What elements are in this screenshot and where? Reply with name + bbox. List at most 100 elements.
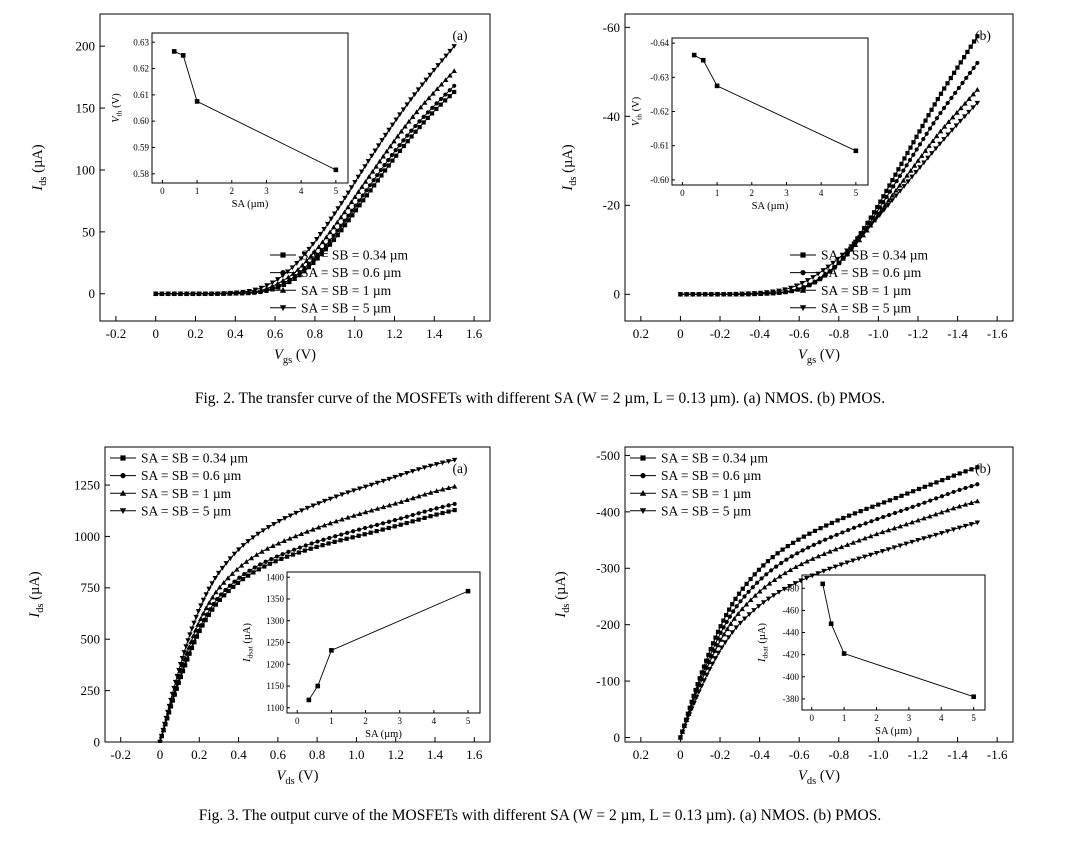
- fig2b-pmos-transfer-chart: 0.2 0 -0.2 -0.4 -0.6 -0.8 -1.0 -1.2 -1.4 -1.6 0 -20…: [560, 13, 1014, 366]
- svg-text:Vth (V): Vth (V): [111, 93, 124, 123]
- fig2a-nmos-transfer-panel: -0.2 0 0.2 0.4 0.6 0.8 1.0 1.2 1.4 1.6 0 50 100 150 20…: [0, 8, 540, 373]
- figure-2-caption: Fig. 2. The transfer curve of the MOSFET…: [194, 390, 886, 407]
- svg-text:500: 500: [81, 632, 101, 647]
- fig3a-nmos-output-panel: -0.2 0 0.2 0.4 0.6 0.8 1.0 1.2 1.4 1.6 0 250 500 750 1…: [0, 425, 540, 790]
- svg-text:-0.64: -0.64: [650, 38, 669, 48]
- svg-text:-1.0: -1.0: [868, 326, 889, 341]
- svg-text:-0.6: -0.6: [789, 326, 810, 341]
- svg-text:0: 0: [614, 287, 621, 302]
- svg-text:Vgs (V): Vgs (V): [274, 347, 316, 366]
- svg-text:0: 0: [157, 747, 164, 762]
- svg-text:2: 2: [363, 716, 368, 726]
- legend: SA = SB = 0.34 µm SA = SB = 0.6 µm SA = SB…: [790, 248, 929, 315]
- svg-text:5: 5: [971, 713, 976, 723]
- series-group: [677, 465, 981, 741]
- svg-text:3: 3: [264, 186, 269, 196]
- svg-text:5: 5: [854, 188, 859, 198]
- svg-text:SA = SB = 0.6 µm: SA = SB = 0.6 µm: [821, 265, 922, 280]
- svg-text:0: 0: [160, 186, 165, 196]
- svg-text:1.6: 1.6: [466, 747, 483, 762]
- fig2b-pmos-transfer-panel: 0.2 0 -0.2 -0.4 -0.6 -0.8 -1.0 -1.2 -1.4 -1.6 0 -20…: [540, 8, 1080, 373]
- svg-text:1200: 1200: [266, 659, 285, 669]
- svg-text:-60: -60: [603, 20, 620, 35]
- axes-group: 0 1 2 3 4 5 -380 -400 -420 -440 -460 -480 SA (µm) Ids…: [757, 574, 986, 737]
- svg-text:SA = SB = 0.6 µm: SA = SB = 0.6 µm: [141, 468, 242, 483]
- svg-text:0.2: 0.2: [633, 326, 649, 341]
- svg-text:Vgs (V): Vgs (V): [798, 347, 840, 366]
- svg-text:Ids (µA): Ids (µA): [560, 144, 579, 191]
- svg-text:0: 0: [152, 326, 159, 341]
- figure-3-block: -0.2 0 0.2 0.4 0.6 0.8 1.0 1.2 1.4 1.6 0 250 500 750 1…: [0, 425, 1080, 842]
- series-group: [153, 44, 457, 297]
- fig2a-nmos-transfer-chart: -0.2 0 0.2 0.4 0.6 0.8 1.0 1.2 1.4 1.605010015020…: [30, 13, 491, 366]
- svg-text:1250: 1250: [266, 638, 285, 648]
- fig3b-pmos-output-chart: 0.2 0 -0.2 -0.4 -0.6 -0.8 -1.0 -1.2 -1.4 -1.6 0 -10…: [553, 446, 1014, 787]
- inset-chart: 0 1 2 3 4 5 1100 1150 1200 1250 1300 1350 1400 SA (µm…: [242, 571, 481, 740]
- svg-text:-0.6: -0.6: [789, 747, 810, 762]
- legend: SA = SB = 0.34 µm SA = SB = 0.6 µm SA = SB…: [270, 248, 409, 315]
- svg-text:SA (µm): SA (µm): [232, 199, 269, 210]
- svg-text:200: 200: [76, 39, 96, 54]
- svg-text:Vds (V): Vds (V): [798, 768, 840, 787]
- svg-text:-1.2: -1.2: [908, 326, 929, 341]
- svg-text:0: 0: [680, 188, 685, 198]
- svg-text:SA = SB = 1 µm: SA = SB = 1 µm: [301, 283, 392, 298]
- figure-2-panel-row: -0.2 0 0.2 0.4 0.6 0.8 1.0 1.2 1.4 1.6 0 50 100 150 20…: [0, 8, 1080, 373]
- svg-text:0: 0: [89, 286, 96, 301]
- svg-text:0.4: 0.4: [227, 326, 244, 341]
- svg-text:3: 3: [784, 188, 789, 198]
- svg-text:-440: -440: [783, 628, 800, 638]
- svg-text:3: 3: [907, 713, 912, 723]
- legend: SA = SB = 0.34 µm SA = SB = 0.6 µm SA = SB…: [630, 451, 769, 518]
- svg-text:-1.6: -1.6: [987, 326, 1008, 341]
- svg-text:-0.8: -0.8: [828, 326, 849, 341]
- axes-group: 0.2 0 -0.2 -0.4 -0.6 -0.8 -1.0 -1.2 -1.4 -1.6 0 -10…: [553, 446, 1014, 787]
- svg-text:2: 2: [874, 713, 879, 723]
- figure-3-panel-row: -0.2 0 0.2 0.4 0.6 0.8 1.0 1.2 1.4 1.6 0 250 500 750 1…: [0, 425, 1080, 790]
- svg-text:0: 0: [677, 326, 684, 341]
- svg-text:SA (µm): SA (µm): [875, 726, 912, 737]
- svg-text:750: 750: [81, 580, 101, 595]
- fig3a-nmos-output-chart: -0.2 0 0.2 0.4 0.6 0.8 1.0 1.2 1.4 1.602505007501…: [27, 446, 491, 787]
- svg-text:1.6: 1.6: [466, 326, 483, 341]
- svg-text:SA = SB = 1 µm: SA = SB = 1 µm: [821, 283, 912, 298]
- svg-text:-0.63: -0.63: [650, 72, 669, 82]
- axes-group: -0.2 0 0.2 0.4 0.6 0.8 1.0 1.2 1.4 1.602505007501…: [27, 446, 491, 787]
- svg-text:SA = SB = 1 µm: SA = SB = 1 µm: [661, 486, 752, 501]
- svg-text:-0.2: -0.2: [710, 747, 731, 762]
- svg-text:100: 100: [76, 162, 96, 177]
- axes-group: 0 1 2 3 4 5 -0.60 -0.61 -0.62 -0.63 -0.64 SA (µm) Vt…: [631, 37, 869, 212]
- svg-text:0: 0: [614, 730, 621, 745]
- svg-text:1.0: 1.0: [347, 326, 363, 341]
- svg-text:0: 0: [295, 716, 300, 726]
- panel-label: (b): [975, 461, 991, 476]
- svg-text:-380: -380: [783, 694, 800, 704]
- axes-group: -0.2 0 0.2 0.4 0.6 0.8 1.0 1.2 1.4 1.605010015020…: [30, 13, 491, 366]
- svg-text:0.8: 0.8: [307, 326, 323, 341]
- svg-text:-480: -480: [783, 583, 800, 593]
- svg-text:1.4: 1.4: [426, 326, 443, 341]
- svg-text:Vds (V): Vds (V): [277, 768, 319, 787]
- svg-text:1000: 1000: [74, 529, 100, 544]
- figure-2-block: -0.2 0 0.2 0.4 0.6 0.8 1.0 1.2 1.4 1.6 0 50 100 150 20…: [0, 8, 1080, 425]
- svg-text:1.0: 1.0: [348, 747, 364, 762]
- svg-text:-1.2: -1.2: [908, 747, 929, 762]
- svg-text:1: 1: [715, 188, 720, 198]
- svg-text:0.59: 0.59: [133, 143, 149, 153]
- svg-text:1.2: 1.2: [388, 747, 404, 762]
- svg-text:Idsat (µA): Idsat (µA): [242, 623, 255, 663]
- svg-text:-420: -420: [783, 650, 800, 660]
- svg-text:1: 1: [329, 716, 334, 726]
- svg-text:2: 2: [230, 186, 235, 196]
- svg-text:-0.4: -0.4: [749, 326, 770, 341]
- svg-text:0.6: 0.6: [267, 326, 284, 341]
- svg-text:SA = SB = 0.34 µm: SA = SB = 0.34 µm: [301, 248, 409, 263]
- svg-text:0: 0: [809, 713, 814, 723]
- svg-text:-1.0: -1.0: [868, 747, 889, 762]
- panel-label: (a): [453, 461, 468, 476]
- svg-text:-40: -40: [603, 109, 620, 124]
- svg-text:SA = SB = 0.6 µm: SA = SB = 0.6 µm: [301, 265, 402, 280]
- svg-text:SA = SB = 0.34 µm: SA = SB = 0.34 µm: [661, 451, 769, 466]
- svg-text:-0.4: -0.4: [749, 747, 770, 762]
- svg-text:0.2: 0.2: [191, 747, 207, 762]
